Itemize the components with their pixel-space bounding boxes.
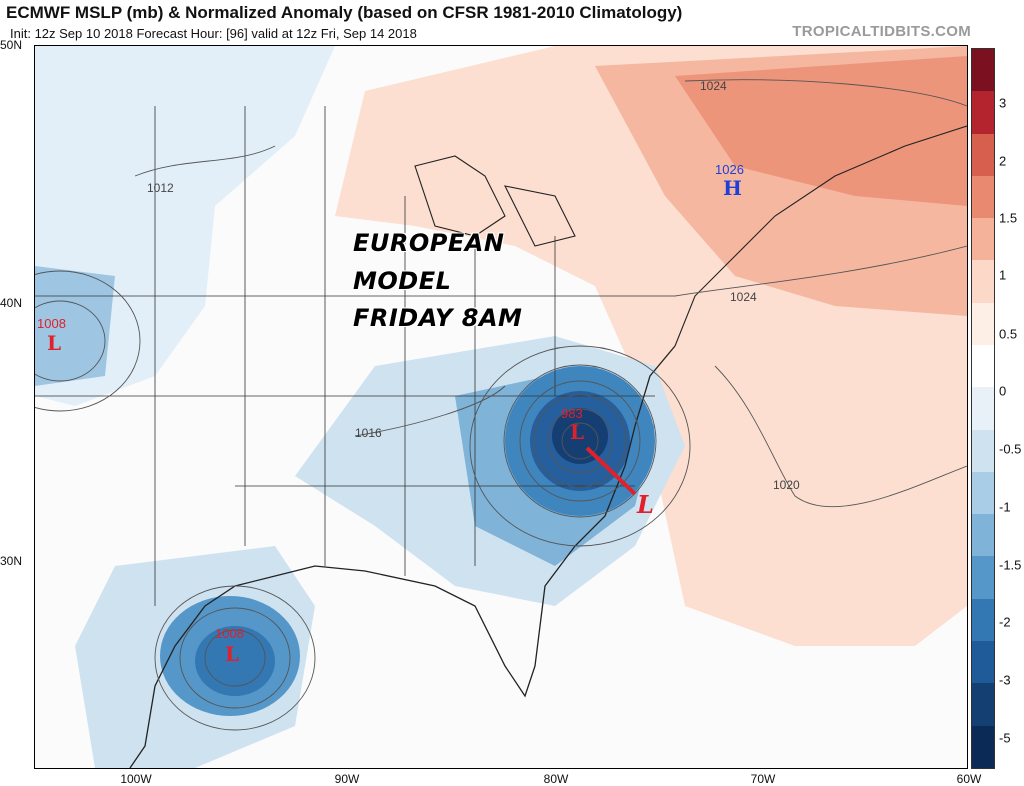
colorbar-tick-label: 0.5 [999,326,1018,342]
colorbar-tick-label: 0 [999,383,1007,399]
positive-anomaly-core [675,56,967,206]
anomaly-colorbar [971,48,995,769]
lon-label: 90W [334,772,360,786]
colorbar-tick-label: -2 [999,614,1011,630]
isobars [35,79,967,731]
northeast-coast [674,125,967,347]
colorbar-swatch [972,387,994,430]
colorbar-swatch [972,133,994,176]
low-center-value: 983 [561,406,583,421]
colorbar-tick-label: -3 [999,672,1011,688]
isobar-label: 1020 [773,478,800,492]
forecast-low-symbol: L [637,490,654,519]
site-watermark[interactable]: TROPICALTIDBITS.COM [792,23,971,40]
colorbar-tick-label: 3 [999,95,1007,111]
colorbar-swatch [972,598,994,641]
colorbar-swatch [972,514,994,557]
colorbar-tick-label: 2 [999,153,1007,169]
lat-label: 30N [0,554,23,568]
low-center-value: 1008 [37,316,66,331]
weather-map[interactable]: 1012 1016 1020 1024 1024 983 L 1008 L 10… [34,45,968,769]
map-canvas [35,46,967,768]
colorbar-swatch [972,260,994,303]
great-lakes-outline [414,155,576,247]
colorbar-swatch [972,344,994,388]
colorbar-swatch [972,471,994,515]
colorbar-tick-label: 1.5 [999,210,1018,226]
colorbar-tick-label: -1.5 [999,557,1022,573]
lat-label: 40N [0,296,23,310]
low-pressure-symbol[interactable]: L [47,331,62,355]
colorbar-swatch [972,640,994,684]
high-pressure-symbol[interactable]: H [723,176,742,200]
low-pressure-symbol[interactable]: L [570,420,585,444]
colorbar-swatch [972,218,994,261]
low-pressure-symbol[interactable]: L [225,642,240,666]
colorbar-swatch [972,302,994,345]
colorbar-swatch [972,175,994,219]
colorbar-tick-label: -0.5 [999,441,1022,457]
annotation-line-1: EUROPEAN [353,229,505,257]
annotation-line-3: FRIDAY 8AM [353,304,523,332]
lon-label: 100W [120,772,152,786]
lon-label: 80W [543,772,569,786]
lat-label: 50N [0,38,23,52]
forecast-info: Init: 12z Sep 10 2018 Forecast Hour: [96… [10,26,417,41]
low-center-value: 1008 [215,626,244,641]
colorbar-swatch [972,49,994,92]
isobar-label: 1012 [147,181,174,195]
lon-label: 60W [956,772,982,786]
isobar-label: 1024 [730,290,757,304]
lon-label: 70W [750,772,776,786]
state-borders [35,106,675,606]
colorbar-swatch [972,429,994,472]
colorbar-swatch [972,91,994,134]
colorbar-tick-label: -5 [999,730,1011,746]
isobar-label: 1024 [700,79,727,93]
high-center-value: 1026 [715,162,744,177]
colorbar-tick-label: -1 [999,499,1011,515]
isobar-label: 1016 [355,426,382,440]
colorbar-swatch [972,683,994,726]
colorbar-swatch [972,725,994,768]
annotation-line-2: MODEL [353,267,452,295]
colorbar-tick-label: 1 [999,267,1007,283]
chart-title: ECMWF MSLP (mb) & Normalized Anomaly (ba… [6,3,683,22]
colorbar-swatch [972,556,994,599]
